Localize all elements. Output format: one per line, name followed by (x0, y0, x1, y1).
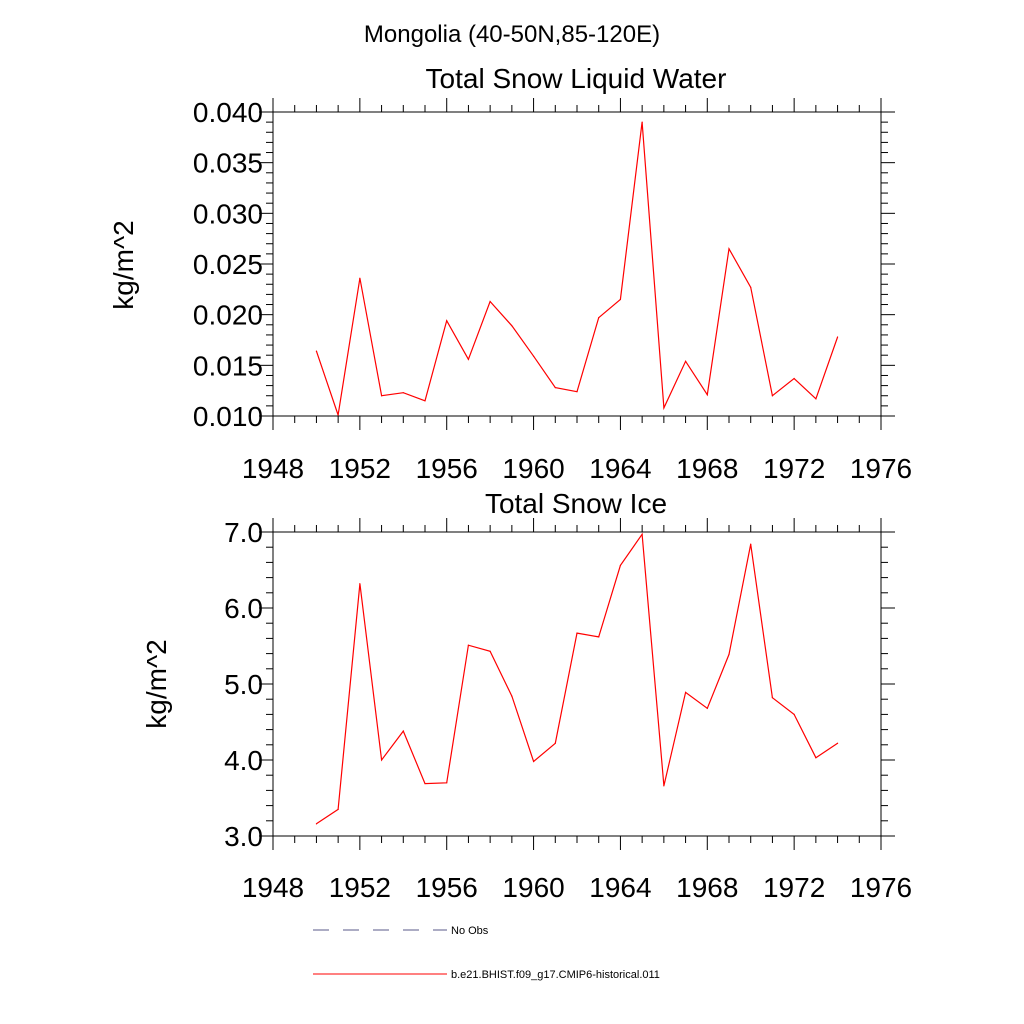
data-point (706, 394, 708, 396)
data-point (467, 358, 470, 360)
data-point (359, 277, 361, 279)
data-point (793, 713, 795, 716)
data-point (511, 325, 513, 327)
data-point (576, 632, 578, 634)
data-point (815, 757, 817, 759)
data-point (446, 782, 448, 784)
data-point (684, 691, 687, 693)
x-tick-label: 1964 (589, 453, 651, 484)
y-tick-label: 0.040 (193, 97, 263, 128)
data-point (467, 644, 470, 646)
data-point (641, 121, 643, 123)
x-tick-label: 1976 (850, 453, 912, 484)
data-point (771, 697, 774, 699)
data-point (815, 398, 817, 400)
figure-title: Mongolia (40-50N,85-120E) (364, 21, 660, 48)
x-tick-label: 1968 (676, 453, 738, 484)
data-point (663, 407, 665, 409)
y-tick-label: 6.0 (224, 593, 263, 624)
plot-frame (272, 111, 882, 417)
y-tick-label: 5.0 (224, 669, 263, 700)
data-point (489, 650, 491, 652)
data-point (380, 759, 383, 761)
data-point (619, 564, 622, 567)
data-point (489, 300, 491, 303)
x-tick-label: 1972 (763, 453, 825, 484)
chart-panel-snow-liquid-water: Total Snow Liquid Water kg/m^2 1948 1952 1… (108, 63, 912, 484)
data-point (641, 533, 643, 535)
data-point (836, 336, 839, 338)
data-point (598, 317, 600, 319)
data-point (750, 543, 752, 545)
x-tick-label: 1956 (416, 872, 478, 903)
data-point (402, 392, 404, 394)
data-point (728, 653, 730, 655)
x-tick-label: 1952 (329, 872, 391, 903)
chart-title: Total Snow Liquid Water (426, 63, 727, 94)
series-line (315, 122, 839, 416)
data-point (446, 320, 448, 322)
x-tick-label: 1976 (850, 872, 912, 903)
data-point (706, 707, 708, 709)
y-tick-label: 0.025 (193, 249, 263, 280)
plot-frame (272, 531, 882, 837)
x-tick-label: 1948 (242, 453, 304, 484)
data-point (750, 286, 752, 288)
y-tick-label: 3.0 (224, 821, 263, 852)
y-tick-label: 0.015 (193, 350, 263, 381)
data-point (598, 636, 600, 638)
y-tick-label: 0.020 (193, 300, 263, 331)
x-tick-label: 1956 (416, 453, 478, 484)
y-tick-label: 7.0 (224, 517, 263, 548)
x-tick-label: 1948 (242, 872, 304, 903)
chart-title: Total Snow Ice (485, 488, 667, 519)
data-point (359, 583, 361, 585)
data-point (728, 248, 730, 250)
data-point (380, 395, 383, 397)
data-point (402, 730, 404, 732)
data-point (684, 360, 687, 362)
y-tick-label: 0.035 (193, 148, 263, 179)
x-tick-label: 1952 (329, 453, 391, 484)
data-point (836, 742, 839, 744)
x-tick-label: 1960 (502, 453, 564, 484)
data-point (337, 414, 339, 416)
x-tick-label: 1972 (763, 872, 825, 903)
data-point (315, 823, 318, 825)
data-point (337, 808, 339, 811)
x-tick-label: 1964 (589, 872, 651, 903)
x-tick-label: 1968 (676, 872, 738, 903)
legend-label-no-obs: No Obs (451, 925, 489, 937)
y-axis-label: kg/m^2 (141, 639, 172, 728)
data-point (793, 377, 795, 380)
data-point (532, 760, 535, 763)
y-tick-label: 4.0 (224, 745, 263, 776)
chart-panel-snow-ice: Total Snow Ice kg/m^2 1948 1952 1956 1960 19… (141, 488, 912, 903)
data-point (424, 400, 426, 402)
data-point (532, 355, 535, 357)
data-point (576, 391, 578, 393)
data-point (554, 387, 556, 389)
data-point (554, 742, 556, 744)
y-axis-label: kg/m^2 (108, 220, 139, 309)
legend-label-model-run: b.e21.BHIST.f09_g17.CMIP6-historical.011 (451, 969, 660, 981)
legend: No Obs b.e21.BHIST.f09_g17.CMIP6-histori… (313, 925, 660, 981)
x-tick-label: 1960 (502, 872, 564, 903)
data-point (511, 695, 513, 697)
series-line (316, 532, 838, 825)
data-point (771, 395, 774, 397)
data-point (619, 298, 622, 301)
data-point (663, 785, 665, 787)
data-point (424, 782, 426, 785)
data-point (315, 350, 318, 352)
y-tick-label: 0.010 (193, 401, 263, 432)
y-tick-label: 0.030 (193, 198, 263, 229)
